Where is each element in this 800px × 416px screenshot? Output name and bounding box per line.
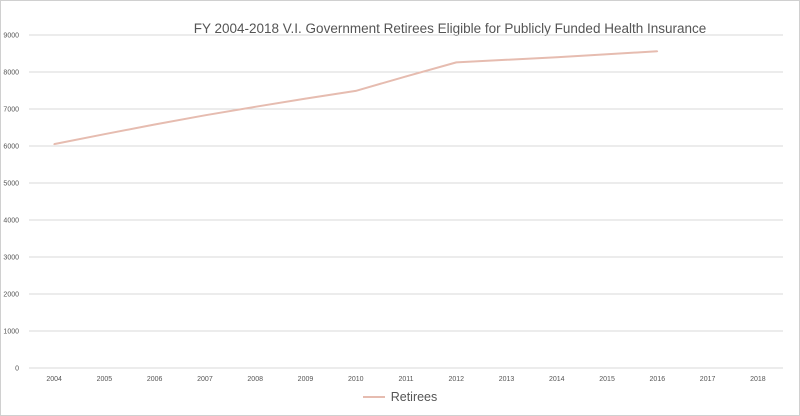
legend-label-retirees: Retirees xyxy=(390,390,438,404)
data-point-2009 xyxy=(304,97,307,100)
x-tick-label-2010: 2010 xyxy=(348,376,364,383)
x-tick-label-2017: 2017 xyxy=(700,376,716,383)
y-tick-label-2000: 2000 xyxy=(3,292,19,299)
x-axis-ticks: 2004 2005 2006 2007 2008 2009 2010 2011 2012 2013… xyxy=(46,376,765,383)
y-tick-label-3000: 3000 xyxy=(3,255,19,262)
chart-title: FY 2004-2018 V.I. Government Retirees El… xyxy=(193,21,707,36)
x-tick-label-2004: 2004 xyxy=(46,376,62,383)
data-point-2004 xyxy=(53,143,55,145)
series-line-0 xyxy=(53,50,658,146)
data-point-2005 xyxy=(103,133,106,135)
y-tick-label-4000: 4000 xyxy=(3,218,19,225)
y-tick-label-7000: 7000 xyxy=(3,107,19,114)
x-tick-label-2015: 2015 xyxy=(599,376,615,383)
x-tick-label-2012: 2012 xyxy=(448,376,464,383)
legend: Retirees xyxy=(0,390,800,404)
data-point-2012 xyxy=(455,61,458,64)
x-tick-label-2013: 2013 xyxy=(499,376,515,383)
x-tick-label-2007: 2007 xyxy=(197,376,213,383)
y-tick-label-1000: 1000 xyxy=(3,329,19,336)
gridlines xyxy=(29,34,783,369)
data-point-2006 xyxy=(153,123,156,126)
data-point-2010 xyxy=(354,90,357,92)
y-tick-label-9000: 9000 xyxy=(3,33,19,40)
x-tick-label-2006: 2006 xyxy=(147,376,163,383)
data-point-2016 xyxy=(656,50,659,53)
data-point-2007 xyxy=(204,114,206,117)
x-tick-label-2014: 2014 xyxy=(549,376,565,383)
x-tick-label-2018: 2018 xyxy=(750,376,766,383)
legend-swatch-retirees xyxy=(362,396,385,398)
x-tick-label-2011: 2011 xyxy=(398,376,413,383)
data-point-2014 xyxy=(556,56,558,58)
data-point-2015 xyxy=(606,53,608,56)
x-tick-label-2016: 2016 xyxy=(650,376,666,383)
x-tick-label-2008: 2008 xyxy=(247,376,263,383)
data-point-2013 xyxy=(505,58,508,61)
x-tick-label-2005: 2005 xyxy=(97,376,113,383)
y-tick-label-5000: 5000 xyxy=(3,181,19,188)
y-tick-label-6000: 6000 xyxy=(3,144,19,151)
y-tick-label-8000: 8000 xyxy=(3,70,19,77)
y-tick-label-0: 0 xyxy=(15,366,19,373)
y-axis-ticks: 0 1000 2000 3000 4000 5000 6000 7000 8000 9000 xyxy=(3,33,19,373)
x-tick-label-2009: 2009 xyxy=(298,376,314,383)
data-point-2011 xyxy=(405,75,407,78)
series-group xyxy=(53,50,659,146)
data-point-2008 xyxy=(254,105,256,108)
